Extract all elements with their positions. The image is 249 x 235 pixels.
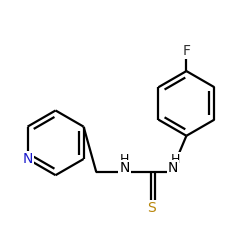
Text: S: S — [147, 201, 156, 215]
Text: H: H — [171, 153, 180, 166]
Text: H: H — [120, 153, 129, 166]
Text: N: N — [168, 161, 178, 175]
Text: N: N — [119, 161, 130, 175]
Text: F: F — [183, 44, 190, 58]
Text: N: N — [22, 152, 33, 166]
